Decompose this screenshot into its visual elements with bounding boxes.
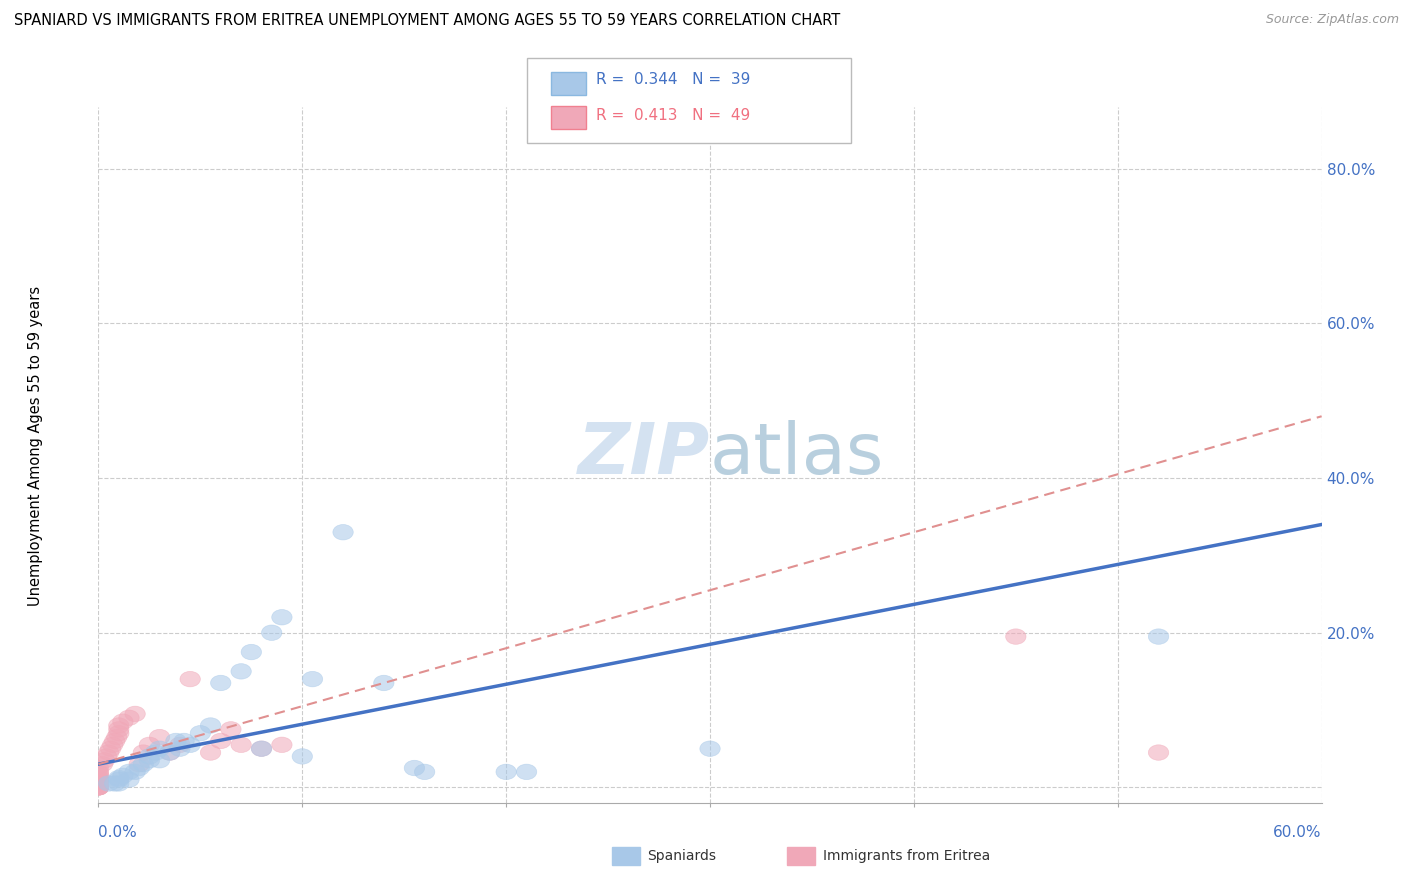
Text: 60.0%: 60.0% bbox=[1274, 825, 1322, 840]
Text: R =  0.413   N =  49: R = 0.413 N = 49 bbox=[596, 108, 751, 122]
Text: atlas: atlas bbox=[710, 420, 884, 490]
Text: Spaniards: Spaniards bbox=[647, 849, 716, 863]
Text: Unemployment Among Ages 55 to 59 years: Unemployment Among Ages 55 to 59 years bbox=[28, 286, 42, 606]
Text: R =  0.344   N =  39: R = 0.344 N = 39 bbox=[596, 72, 751, 87]
Text: 0.0%: 0.0% bbox=[98, 825, 138, 840]
Text: Source: ZipAtlas.com: Source: ZipAtlas.com bbox=[1265, 13, 1399, 27]
Text: ZIP: ZIP bbox=[578, 420, 710, 490]
Text: SPANIARD VS IMMIGRANTS FROM ERITREA UNEMPLOYMENT AMONG AGES 55 TO 59 YEARS CORRE: SPANIARD VS IMMIGRANTS FROM ERITREA UNEM… bbox=[14, 13, 841, 29]
Text: Immigrants from Eritrea: Immigrants from Eritrea bbox=[823, 849, 990, 863]
